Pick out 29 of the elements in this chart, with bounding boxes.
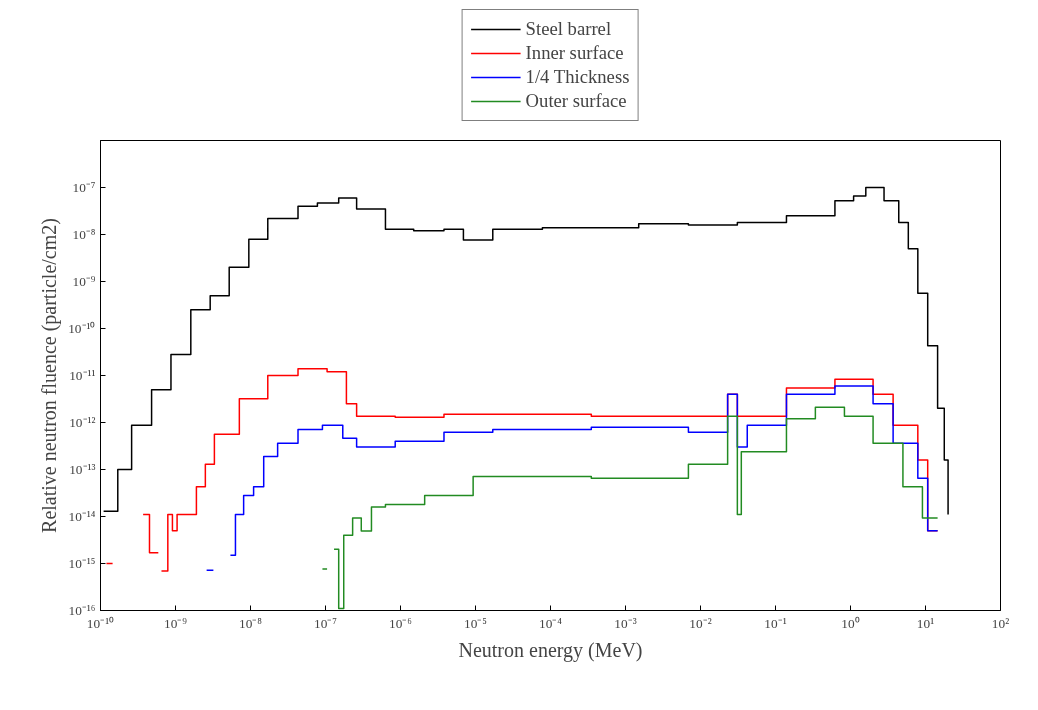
y-tick-label: 10⁻¹² (69, 415, 96, 430)
x-tick-label: 10¹ (916, 615, 935, 631)
x-tick-label: 10⁻³ (614, 615, 637, 631)
x-tick-label: 10⁻⁵ (464, 615, 487, 631)
x-tick-label: 10⁻⁴ (539, 615, 563, 631)
y-tick-label: 10⁻⁹ (72, 274, 96, 289)
x-tick-label: 10⁻² (689, 615, 712, 631)
y-tick-label: 10⁻¹⁵ (68, 556, 96, 571)
legend-label: Inner surface (525, 42, 624, 64)
x-tick-label: 10² (991, 615, 1010, 631)
y-tick-label: 10⁻⁸ (72, 227, 96, 242)
y-axis-title: Relative neutron fluence (particle/cm2) (38, 218, 62, 533)
x-axis-title: Neutron energy (MeV) (458, 638, 643, 662)
x-tick-label: 10⁰ (841, 615, 860, 631)
legend-label: 1/4 Thickness (525, 66, 630, 88)
y-tick-label: 10⁻¹³ (69, 462, 96, 477)
y-tick-label: 10⁻¹⁶ (68, 603, 96, 618)
legend-label: Steel barrel (525, 18, 612, 40)
y-tick-label: 10⁻¹⁴ (68, 509, 96, 524)
legend-label: Outer surface (525, 90, 627, 112)
y-tick-label: 10⁻¹¹ (69, 368, 96, 383)
x-tick-label: 10⁻⁶ (389, 615, 413, 631)
x-tick-label: 10⁻⁹ (164, 615, 188, 631)
x-tick-label: 10⁻⁸ (239, 615, 263, 631)
x-tick-label: 10⁻¹ (764, 615, 787, 631)
y-tick-label: 10⁻⁷ (72, 180, 96, 195)
x-tick-label: 10⁻⁷ (314, 615, 338, 631)
y-tick-label: 10⁻¹⁰ (68, 321, 96, 336)
x-tick-label: 10⁻¹⁰ (86, 615, 115, 631)
